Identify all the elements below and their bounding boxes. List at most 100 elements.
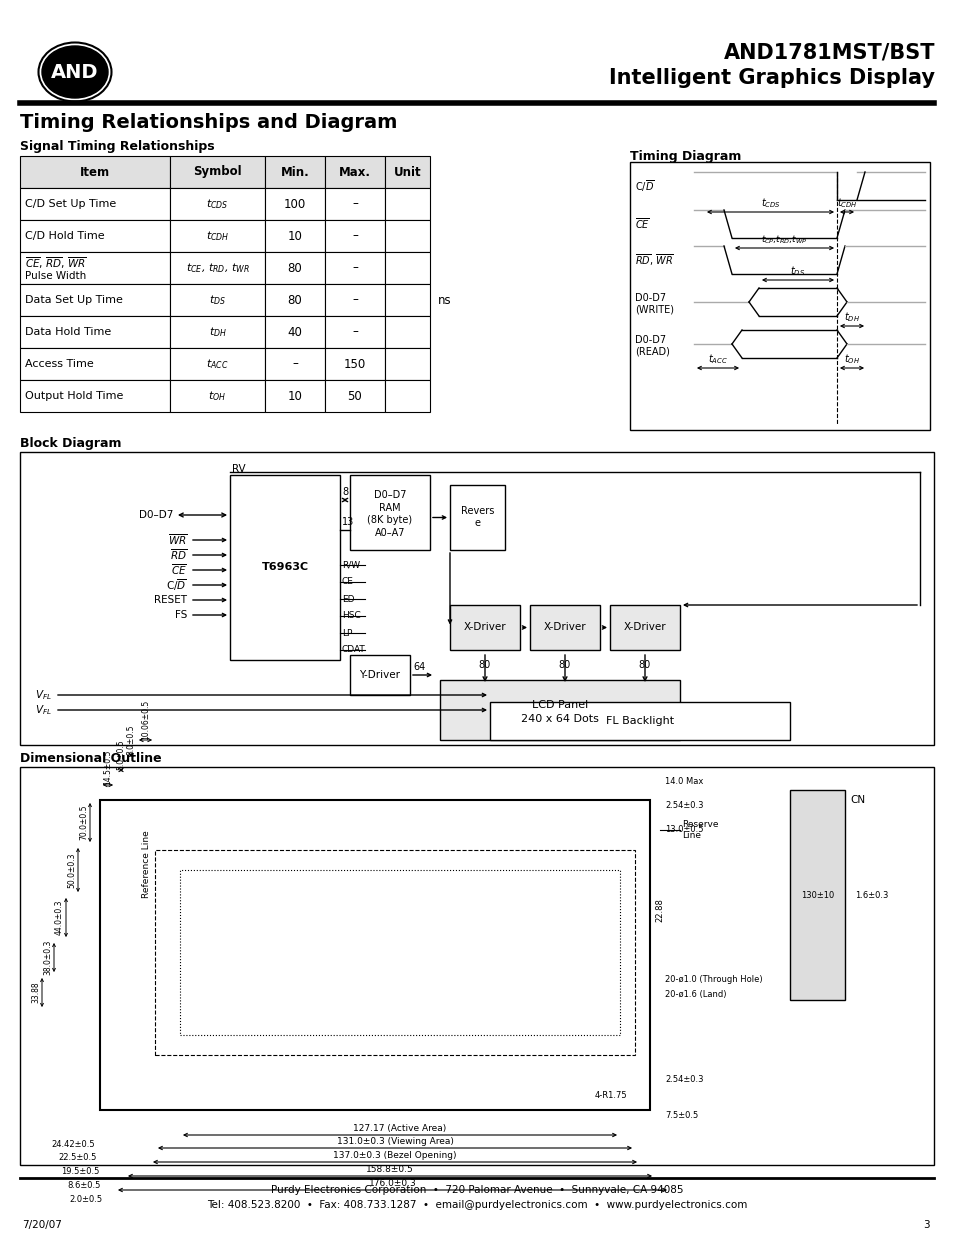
Text: 80: 80 — [287, 262, 302, 274]
Text: RV: RV — [232, 464, 245, 474]
Bar — [20, 316, 170, 348]
Text: 20-ø1.6 (Land): 20-ø1.6 (Land) — [664, 990, 726, 999]
Bar — [325, 220, 385, 252]
Ellipse shape — [42, 46, 108, 98]
Bar — [20, 252, 170, 284]
Text: Output Hold Time: Output Hold Time — [25, 391, 123, 401]
Text: –: – — [352, 294, 357, 306]
Text: 64: 64 — [413, 662, 425, 672]
Bar — [385, 188, 430, 220]
Text: 80: 80 — [287, 294, 302, 306]
Text: C/$\overline{D}$: C/$\overline{D}$ — [635, 178, 654, 194]
Text: C/$\overline{D}$: C/$\overline{D}$ — [166, 577, 187, 593]
Text: (8K byte): (8K byte) — [367, 515, 412, 525]
Text: Timing Relationships and Diagram: Timing Relationships and Diagram — [20, 112, 397, 132]
Text: 13: 13 — [341, 517, 354, 527]
Text: $V_{FL}$: $V_{FL}$ — [35, 703, 52, 716]
Text: 8.6±0.5: 8.6±0.5 — [68, 1181, 101, 1191]
Text: X-Driver: X-Driver — [463, 622, 506, 632]
Text: 10: 10 — [287, 230, 302, 242]
Bar — [385, 380, 430, 412]
Text: 44.0±0.3: 44.0±0.3 — [55, 900, 64, 935]
Bar — [20, 452, 933, 745]
Bar — [325, 380, 385, 412]
Text: 40: 40 — [287, 326, 302, 338]
Text: $\overline{WR}$: $\overline{WR}$ — [168, 532, 187, 547]
Bar — [609, 605, 679, 650]
Bar — [170, 316, 265, 348]
Bar — [20, 220, 170, 252]
Text: A0–A7: A0–A7 — [375, 529, 405, 538]
Bar — [170, 348, 265, 380]
Text: 5.0±0.5: 5.0±0.5 — [116, 740, 126, 769]
Text: 50.0±0.3: 50.0±0.3 — [67, 852, 76, 888]
Text: $t_{ACC}$: $t_{ACC}$ — [707, 352, 727, 366]
Text: D0–D7: D0–D7 — [374, 490, 406, 500]
Text: Dimensional Outline: Dimensional Outline — [20, 752, 161, 764]
Text: –: – — [352, 198, 357, 210]
Text: $t_{OH}$: $t_{OH}$ — [843, 352, 860, 366]
Text: 4-R1.75: 4-R1.75 — [595, 1091, 627, 1099]
Bar — [325, 284, 385, 316]
Text: 14.0 Max: 14.0 Max — [664, 778, 702, 787]
Text: 38.0±0.3: 38.0±0.3 — [43, 940, 52, 976]
Bar — [325, 252, 385, 284]
Bar — [385, 252, 430, 284]
Text: 8: 8 — [341, 487, 348, 496]
Text: CE: CE — [341, 578, 354, 587]
Text: R/W: R/W — [341, 561, 359, 569]
Text: 80: 80 — [639, 659, 651, 671]
Text: Max.: Max. — [338, 165, 371, 179]
Bar — [385, 316, 430, 348]
Text: Data Set Up Time: Data Set Up Time — [25, 295, 123, 305]
Text: Symbol: Symbol — [193, 165, 241, 179]
Text: $\overline{CE}$: $\overline{CE}$ — [171, 563, 187, 577]
Text: Min.: Min. — [280, 165, 309, 179]
Text: 20-ø1.0 (Through Hole): 20-ø1.0 (Through Hole) — [664, 976, 761, 984]
Bar — [170, 252, 265, 284]
Text: –: – — [352, 326, 357, 338]
Text: Reference Line: Reference Line — [142, 830, 151, 898]
Text: 158.8±0.5: 158.8±0.5 — [366, 1165, 414, 1174]
Text: 130±10: 130±10 — [800, 890, 833, 899]
Text: FL Backlight: FL Backlight — [605, 716, 674, 726]
Text: $t_{DH}$: $t_{DH}$ — [843, 310, 859, 324]
Text: ED: ED — [341, 594, 355, 604]
Text: 10.06±0.5: 10.06±0.5 — [141, 700, 150, 740]
Bar — [385, 220, 430, 252]
Text: D0-D7: D0-D7 — [635, 335, 665, 345]
Text: Block Diagram: Block Diagram — [20, 437, 121, 450]
Text: 240 x 64 Dots: 240 x 64 Dots — [520, 714, 598, 724]
Text: X-Driver: X-Driver — [543, 622, 586, 632]
Text: $t_{DS}$: $t_{DS}$ — [209, 293, 226, 308]
Bar — [530, 605, 599, 650]
Bar — [450, 605, 519, 650]
Text: C/D Hold Time: C/D Hold Time — [25, 231, 105, 241]
Bar — [265, 252, 325, 284]
Text: CN: CN — [849, 795, 864, 805]
Text: 7/20/07: 7/20/07 — [22, 1220, 62, 1230]
Text: 14.5±0.5: 14.5±0.5 — [103, 750, 112, 785]
Text: Intelligent Graphics Display: Intelligent Graphics Display — [608, 68, 934, 88]
Text: CDAT: CDAT — [341, 646, 365, 655]
Text: LCD Panel: LCD Panel — [532, 700, 587, 710]
Text: 24.42±0.5: 24.42±0.5 — [51, 1140, 95, 1149]
Text: $V_{FL}$: $V_{FL}$ — [35, 688, 52, 701]
Text: 13.0±0.5: 13.0±0.5 — [664, 825, 702, 835]
Text: $\overline{RD}$, $\overline{WR}$: $\overline{RD}$, $\overline{WR}$ — [635, 252, 673, 268]
Text: $\overline{RD}$: $\overline{RD}$ — [170, 547, 187, 562]
Text: $t_{CDH}$: $t_{CDH}$ — [836, 196, 857, 210]
Bar — [490, 701, 789, 740]
Text: e: e — [474, 519, 480, 529]
Bar — [265, 156, 325, 188]
Text: $t_{CP}$,$t_{RD}$,$t_{WP}$: $t_{CP}$,$t_{RD}$,$t_{WP}$ — [760, 233, 807, 246]
Text: 131.0±0.3 (Viewing Area): 131.0±0.3 (Viewing Area) — [336, 1137, 453, 1146]
Bar — [170, 284, 265, 316]
Bar — [170, 220, 265, 252]
Text: 22.5±0.5: 22.5±0.5 — [58, 1153, 97, 1162]
Text: 3: 3 — [923, 1220, 929, 1230]
Text: Reserve
Line: Reserve Line — [681, 820, 718, 840]
Text: 2.0±0.5: 2.0±0.5 — [70, 1195, 103, 1204]
Text: Timing Diagram: Timing Diagram — [629, 149, 740, 163]
Text: 2.54±0.3: 2.54±0.3 — [664, 1076, 702, 1084]
